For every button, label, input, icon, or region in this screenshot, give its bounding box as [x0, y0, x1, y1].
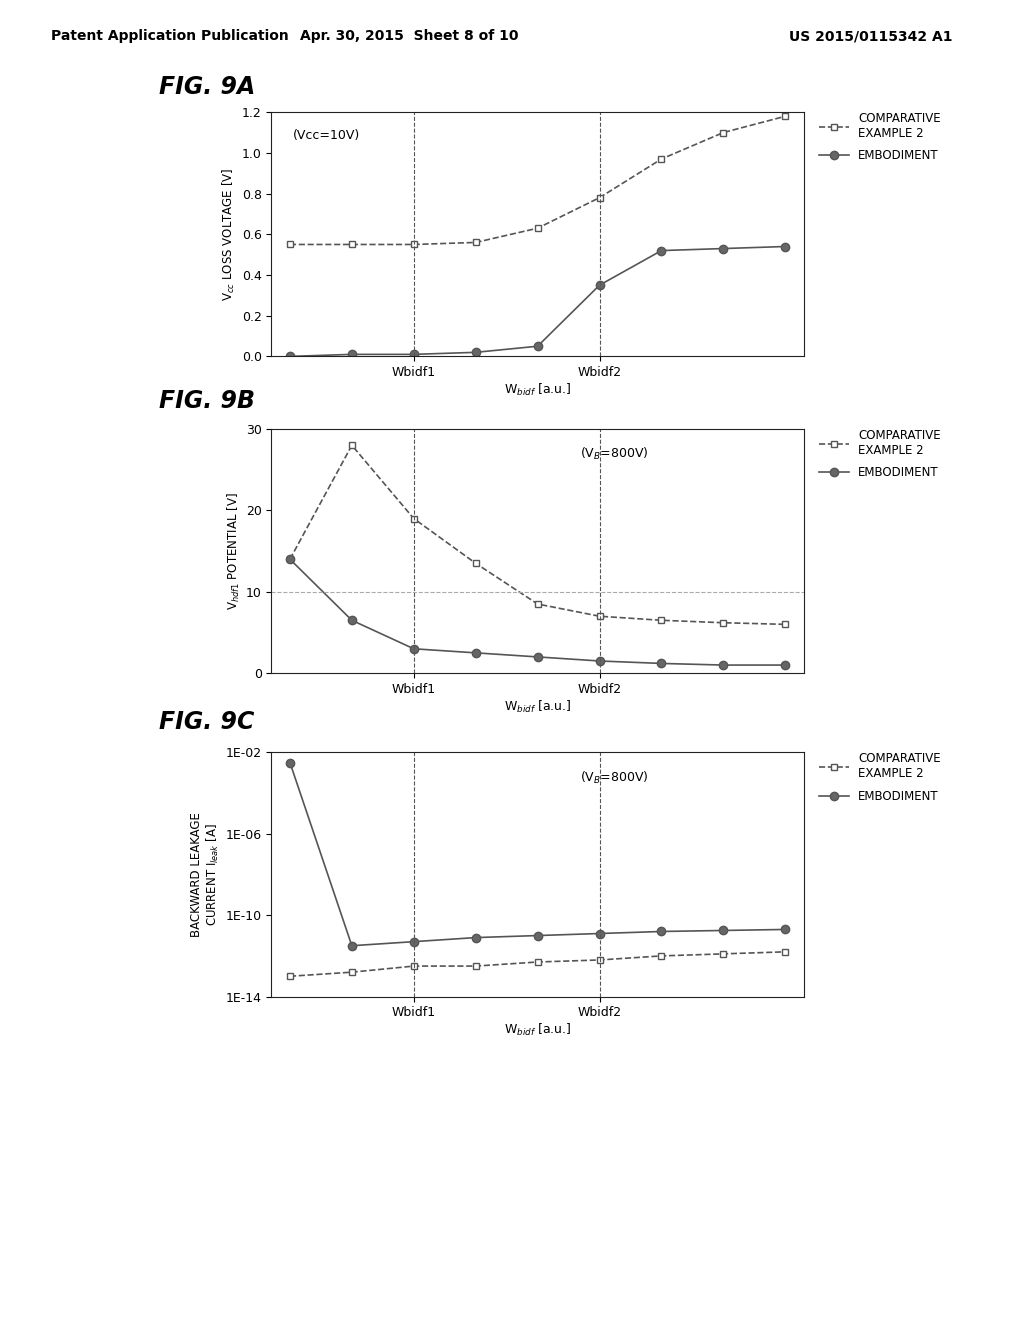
COMPARATIVE
EXAMPLE 2: [531, 954, 544, 970]
Line: COMPARATIVE
EXAMPLE 2: COMPARATIVE EXAMPLE 2: [287, 442, 788, 628]
COMPARATIVE
EXAMPLE 2: [346, 964, 358, 979]
EMBODIMENT: [284, 552, 296, 568]
X-axis label: W$_{bidf}$ [a.u.]: W$_{bidf}$ [a.u.]: [504, 1022, 571, 1039]
Line: EMBODIMENT: EMBODIMENT: [286, 759, 790, 950]
Y-axis label: V$_{cc}$ LOSS VOLTAGE [V]: V$_{cc}$ LOSS VOLTAGE [V]: [221, 168, 238, 301]
COMPARATIVE
EXAMPLE 2: [346, 437, 358, 453]
COMPARATIVE
EXAMPLE 2: [593, 190, 605, 206]
EMBODIMENT: [470, 345, 482, 360]
EMBODIMENT: [779, 657, 792, 673]
EMBODIMENT: [284, 755, 296, 771]
EMBODIMENT: [655, 656, 668, 672]
COMPARATIVE
EXAMPLE 2: [531, 597, 544, 612]
EMBODIMENT: [408, 346, 420, 362]
Line: EMBODIMENT: EMBODIMENT: [286, 243, 790, 360]
COMPARATIVE
EXAMPLE 2: [779, 108, 792, 124]
Text: (V$_B$=800V): (V$_B$=800V): [581, 446, 649, 462]
EMBODIMENT: [470, 929, 482, 945]
Legend: COMPARATIVE
EXAMPLE 2, EMBODIMENT: COMPARATIVE EXAMPLE 2, EMBODIMENT: [814, 107, 945, 168]
COMPARATIVE
EXAMPLE 2: [284, 236, 296, 252]
Line: EMBODIMENT: EMBODIMENT: [286, 556, 790, 669]
EMBODIMENT: [470, 645, 482, 661]
COMPARATIVE
EXAMPLE 2: [531, 220, 544, 236]
COMPARATIVE
EXAMPLE 2: [655, 612, 668, 628]
COMPARATIVE
EXAMPLE 2: [470, 958, 482, 974]
Text: FIG. 9B: FIG. 9B: [159, 389, 255, 413]
Text: Patent Application Publication: Patent Application Publication: [51, 29, 289, 44]
Text: Apr. 30, 2015  Sheet 8 of 10: Apr. 30, 2015 Sheet 8 of 10: [300, 29, 519, 44]
Line: COMPARATIVE
EXAMPLE 2: COMPARATIVE EXAMPLE 2: [287, 948, 788, 979]
Line: COMPARATIVE
EXAMPLE 2: COMPARATIVE EXAMPLE 2: [287, 112, 788, 248]
COMPARATIVE
EXAMPLE 2: [346, 236, 358, 252]
EMBODIMENT: [779, 239, 792, 255]
EMBODIMENT: [346, 346, 358, 362]
EMBODIMENT: [655, 243, 668, 259]
COMPARATIVE
EXAMPLE 2: [655, 150, 668, 166]
COMPARATIVE
EXAMPLE 2: [408, 236, 420, 252]
Text: (Vcc=10V): (Vcc=10V): [293, 129, 359, 143]
COMPARATIVE
EXAMPLE 2: [470, 235, 482, 251]
Y-axis label: BACKWARD LEAKAGE
CURRENT I$_{leak}$ [A]: BACKWARD LEAKAGE CURRENT I$_{leak}$ [A]: [189, 812, 221, 937]
EMBODIMENT: [779, 921, 792, 937]
EMBODIMENT: [284, 348, 296, 364]
EMBODIMENT: [408, 640, 420, 656]
COMPARATIVE
EXAMPLE 2: [717, 124, 729, 140]
Legend: COMPARATIVE
EXAMPLE 2, EMBODIMENT: COMPARATIVE EXAMPLE 2, EMBODIMENT: [814, 424, 945, 484]
COMPARATIVE
EXAMPLE 2: [779, 944, 792, 960]
EMBODIMENT: [717, 923, 729, 939]
X-axis label: W$_{bidf}$ [a.u.]: W$_{bidf}$ [a.u.]: [504, 698, 571, 715]
COMPARATIVE
EXAMPLE 2: [408, 511, 420, 527]
COMPARATIVE
EXAMPLE 2: [717, 615, 729, 631]
COMPARATIVE
EXAMPLE 2: [655, 948, 668, 964]
EMBODIMENT: [408, 933, 420, 949]
Text: FIG. 9A: FIG. 9A: [159, 75, 255, 99]
Text: (V$_B$=800V): (V$_B$=800V): [581, 770, 649, 785]
EMBODIMENT: [531, 649, 544, 665]
COMPARATIVE
EXAMPLE 2: [717, 946, 729, 962]
EMBODIMENT: [593, 925, 605, 941]
EMBODIMENT: [655, 924, 668, 940]
EMBODIMENT: [593, 653, 605, 669]
COMPARATIVE
EXAMPLE 2: [779, 616, 792, 632]
EMBODIMENT: [593, 277, 605, 293]
COMPARATIVE
EXAMPLE 2: [470, 556, 482, 572]
Text: FIG. 9C: FIG. 9C: [159, 710, 254, 734]
EMBODIMENT: [531, 928, 544, 944]
COMPARATIVE
EXAMPLE 2: [284, 969, 296, 985]
Legend: COMPARATIVE
EXAMPLE 2, EMBODIMENT: COMPARATIVE EXAMPLE 2, EMBODIMENT: [814, 747, 945, 808]
COMPARATIVE
EXAMPLE 2: [284, 552, 296, 568]
Text: US 2015/0115342 A1: US 2015/0115342 A1: [788, 29, 952, 44]
X-axis label: W$_{bidf}$ [a.u.]: W$_{bidf}$ [a.u.]: [504, 381, 571, 399]
EMBODIMENT: [346, 937, 358, 953]
COMPARATIVE
EXAMPLE 2: [408, 958, 420, 974]
Y-axis label: V$_{hdf1}$ POTENTIAL [V]: V$_{hdf1}$ POTENTIAL [V]: [225, 492, 242, 610]
EMBODIMENT: [717, 657, 729, 673]
COMPARATIVE
EXAMPLE 2: [593, 609, 605, 624]
EMBODIMENT: [531, 338, 544, 354]
EMBODIMENT: [717, 240, 729, 256]
EMBODIMENT: [346, 612, 358, 628]
COMPARATIVE
EXAMPLE 2: [593, 952, 605, 968]
